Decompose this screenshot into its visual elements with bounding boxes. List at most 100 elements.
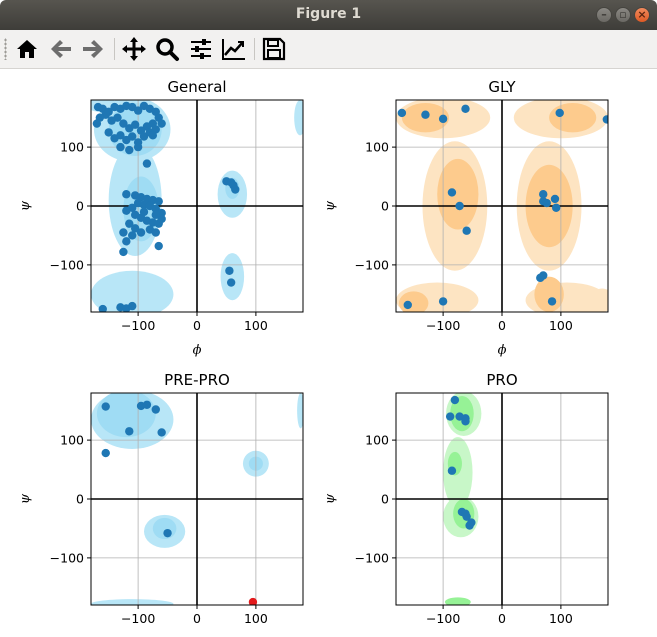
data-point <box>107 116 116 125</box>
data-point <box>547 297 557 306</box>
region-contour <box>297 393 303 429</box>
data-point <box>122 237 131 246</box>
data-points <box>101 400 258 605</box>
data-point <box>467 518 476 527</box>
data-point <box>136 228 146 237</box>
x-tick-label: 0 <box>193 318 201 333</box>
data-point <box>445 412 455 421</box>
x-tick-label: 0 <box>498 318 506 333</box>
home-icon[interactable] <box>14 36 40 62</box>
data-point <box>130 224 140 233</box>
data-point <box>157 119 166 128</box>
data-point <box>461 417 470 426</box>
data-point <box>139 207 149 217</box>
data-point <box>104 128 113 137</box>
data-point <box>122 190 131 199</box>
data-point <box>154 241 163 251</box>
x-tick-label: −100 <box>426 318 460 333</box>
data-point <box>450 395 460 405</box>
y-axis-label: ψ <box>323 493 338 504</box>
data-point <box>447 466 457 475</box>
region-contour <box>294 100 303 136</box>
close-icon[interactable]: × <box>634 7 650 23</box>
data-points <box>397 104 608 310</box>
region-contour <box>91 599 174 605</box>
y-axis-label: ψ <box>18 200 33 211</box>
region-contour <box>437 158 479 230</box>
data-point <box>101 402 110 411</box>
y-tick-label: 0 <box>76 492 84 507</box>
pan-icon[interactable] <box>121 36 147 62</box>
maximize-icon[interactable]: ▫ <box>615 7 631 23</box>
data-point <box>128 132 137 141</box>
zoom-icon[interactable] <box>154 36 180 62</box>
subplot-3: −100 0 100 −100 0 100 PRE-PRO ψ <box>18 371 304 626</box>
data-point <box>163 528 172 538</box>
window-titlebar: Figure 1 – ▫ × <box>0 0 657 30</box>
data-point <box>142 159 152 168</box>
data-point <box>447 188 457 197</box>
data-point <box>157 428 166 437</box>
y-tick-label: 0 <box>381 492 389 507</box>
y-tick-label: 100 <box>60 433 84 448</box>
toolbar <box>0 30 657 69</box>
data-point <box>438 114 448 124</box>
data-point <box>142 400 152 409</box>
data-points <box>445 395 476 530</box>
data-point <box>128 231 137 240</box>
x-tick-label: 100 <box>244 318 268 333</box>
minimize-icon[interactable]: – <box>596 7 612 23</box>
toolbar-separator <box>254 38 255 60</box>
data-point <box>438 297 448 306</box>
data-point <box>157 214 166 224</box>
data-point <box>133 106 143 115</box>
region-contour <box>534 276 564 312</box>
data-point <box>148 131 158 140</box>
data-point <box>154 197 163 206</box>
data-point <box>116 142 125 152</box>
data-point <box>225 266 234 275</box>
forward-arrow-icon[interactable] <box>80 36 106 62</box>
data-point <box>151 405 160 414</box>
region-contour <box>549 102 597 133</box>
save-icon[interactable] <box>261 36 287 62</box>
edit-axis-icon[interactable] <box>221 36 247 62</box>
subplot-title: PRE-PRO <box>164 371 230 389</box>
x-tick-label: −100 <box>121 611 155 626</box>
subplot-4: −100 0 100 −100 0 100 PRO ψ <box>323 371 609 626</box>
y-tick-label: 100 <box>365 433 389 448</box>
data-point <box>539 197 548 206</box>
x-tick-label: −100 <box>121 318 155 333</box>
x-tick-label: 100 <box>549 611 573 626</box>
subplot-1: −100 0 100 −100 0 100 General ϕ ψ <box>18 78 304 358</box>
data-point <box>539 190 548 199</box>
y-tick-label: −100 <box>355 550 389 565</box>
region-contour <box>398 291 429 312</box>
data-point <box>125 145 134 155</box>
region-contour <box>590 288 608 312</box>
data-point <box>536 273 545 283</box>
data-point <box>151 228 160 237</box>
x-axis-label: ϕ <box>193 343 202 358</box>
data-point <box>98 304 107 312</box>
data-point <box>116 131 125 140</box>
y-tick-label: 0 <box>76 199 84 214</box>
x-tick-label: 0 <box>498 611 506 626</box>
y-tick-label: −100 <box>50 550 84 565</box>
data-point <box>397 108 407 118</box>
y-axis-label: ψ <box>18 493 33 504</box>
data-points <box>92 101 240 312</box>
subplot-title: PRO <box>486 371 517 389</box>
data-point <box>226 278 236 287</box>
data-point <box>462 512 471 521</box>
toolbar-separator <box>114 38 115 60</box>
data-point <box>119 228 128 237</box>
data-point <box>602 115 608 124</box>
data-point <box>119 247 128 257</box>
data-point <box>125 427 134 436</box>
configure-subplots-icon[interactable] <box>188 36 214 62</box>
data-point <box>555 108 564 118</box>
data-point <box>151 204 160 214</box>
back-arrow-icon[interactable] <box>48 36 74 62</box>
data-point <box>461 104 470 114</box>
